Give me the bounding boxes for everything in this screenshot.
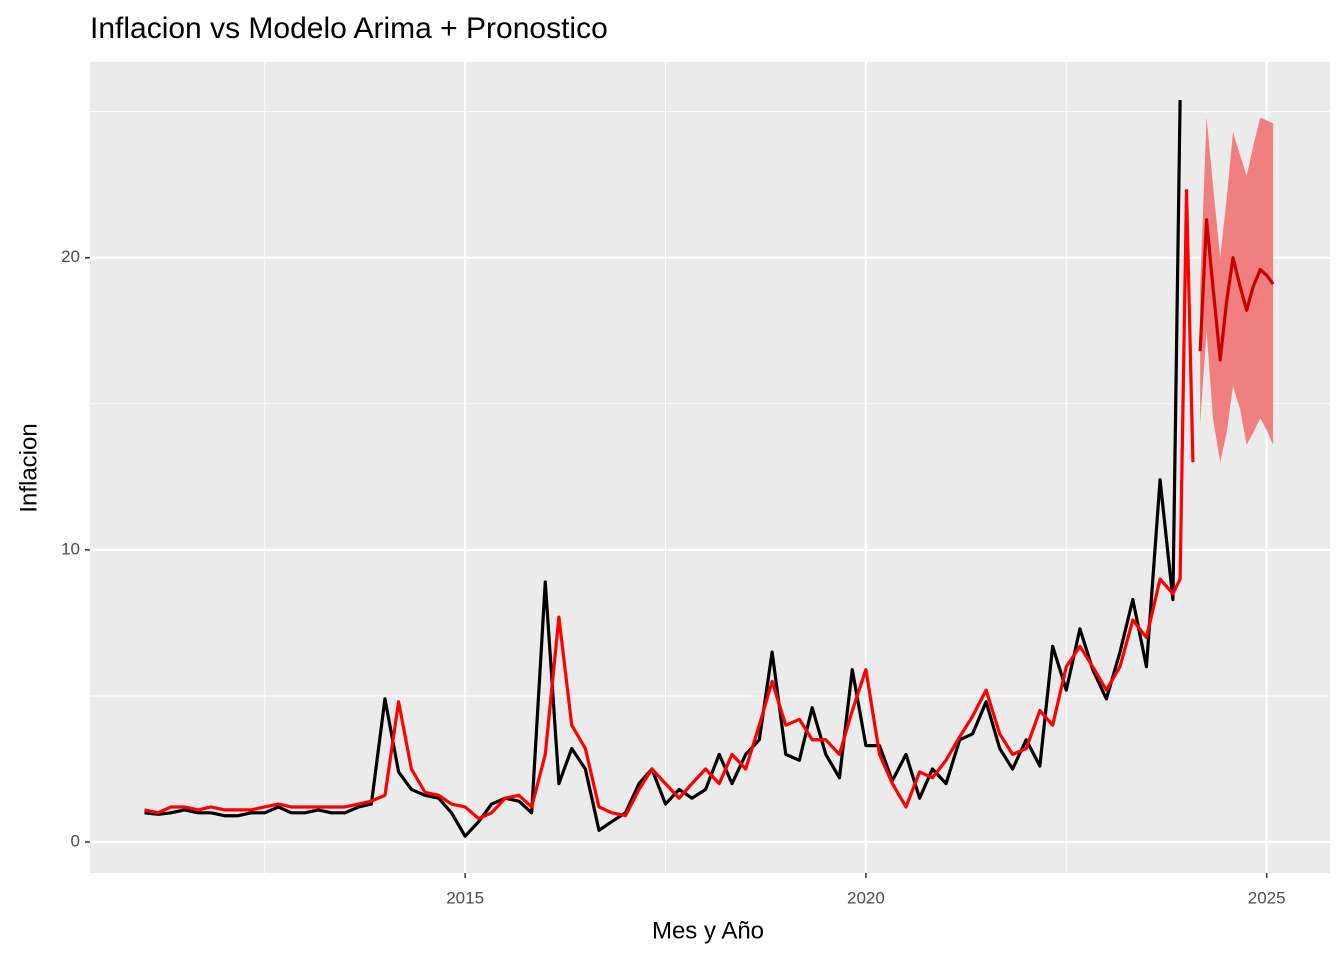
y-tick-label: 10 — [61, 539, 80, 558]
marks — [144, 99, 1275, 838]
y-axis-title: Inflacion — [15, 423, 42, 512]
series-line — [1198, 218, 1275, 362]
series-line — [144, 188, 1195, 821]
plot-panel — [90, 62, 1330, 873]
confidence-band — [1200, 117, 1274, 463]
chart-title: Inflacion vs Modelo Arima + Pronostico — [90, 12, 608, 45]
x-tick-label: 2020 — [847, 888, 885, 907]
x-tick-label: 2025 — [1248, 888, 1286, 907]
y-tick-label: 20 — [61, 247, 80, 266]
x-tick-label: 2015 — [446, 888, 484, 907]
y-tick-label: 0 — [71, 832, 80, 851]
series-line — [144, 99, 1182, 838]
x-axis-title: Mes y Año — [652, 917, 764, 944]
